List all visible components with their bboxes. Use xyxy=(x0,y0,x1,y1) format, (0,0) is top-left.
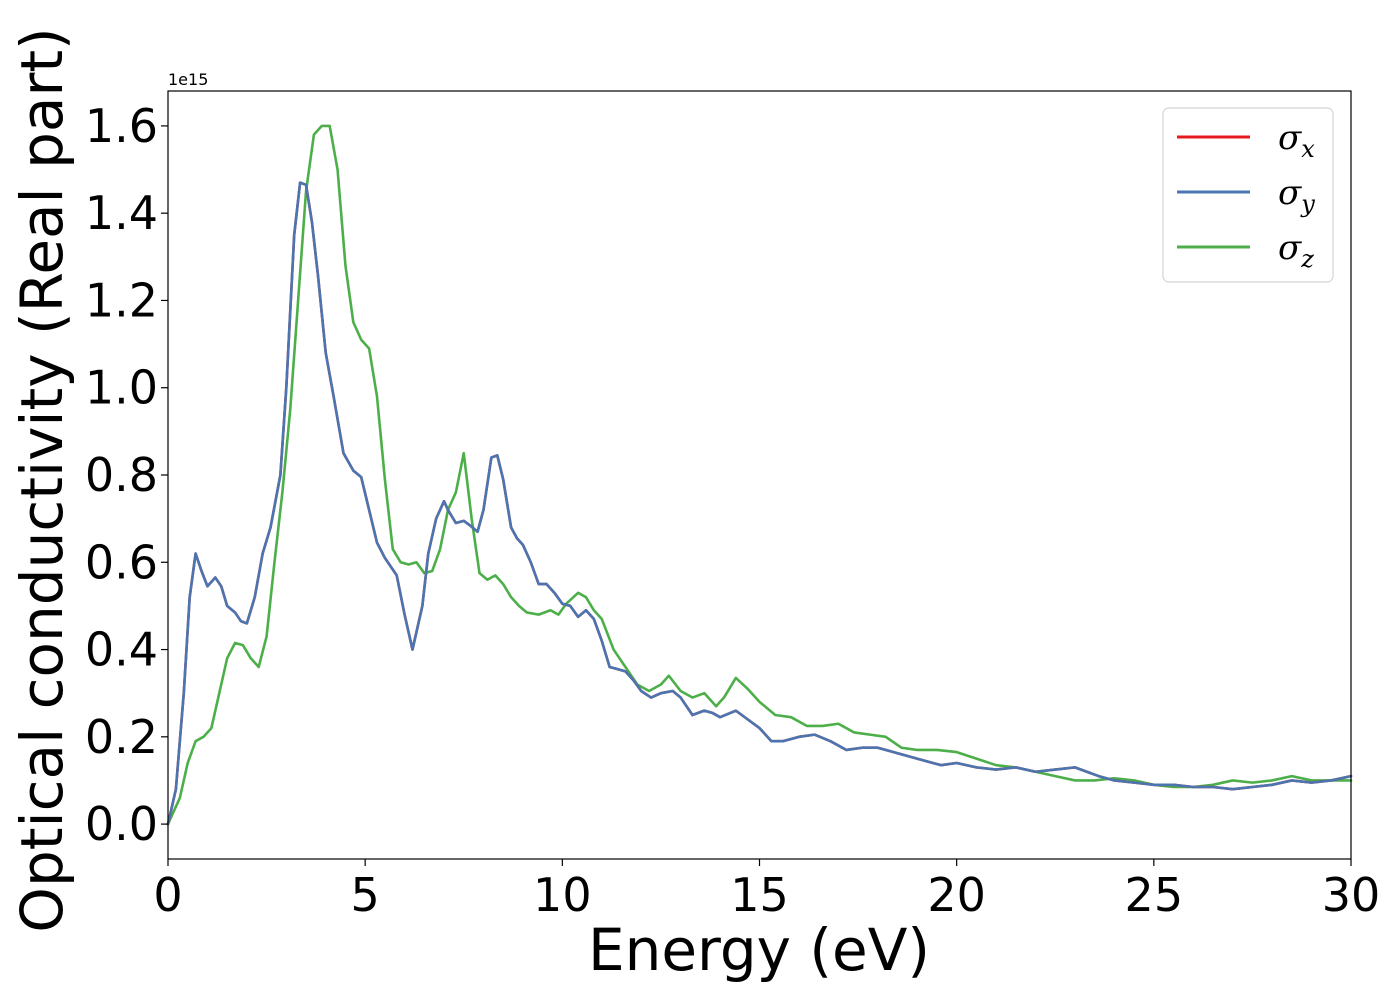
x-tick-label: 25 xyxy=(1125,868,1184,922)
legend-label-x: σx xyxy=(1278,118,1315,163)
x-axis-title: Energy (eV) xyxy=(588,916,930,984)
y-axis-ticks: 0.0 0.2 0.4 0.6 0.8 1.0 1.2 1.4 1.6 xyxy=(85,99,168,851)
y-tick-label: 1.2 xyxy=(85,273,158,327)
x-axis-ticks: 0 5 10 15 20 25 30 xyxy=(153,859,1380,922)
y-tick-label: 1.4 xyxy=(85,186,158,240)
y-tick-label: 0.6 xyxy=(85,535,158,589)
y-tick-label: 0.0 xyxy=(85,797,158,851)
y-tick-label: 0.4 xyxy=(85,623,158,677)
legend-items: σx σy σz xyxy=(1177,118,1315,273)
legend-box xyxy=(1162,107,1334,283)
y-tick-label: 0.2 xyxy=(85,710,158,764)
y-tick-label: 0.8 xyxy=(85,448,158,502)
x-tick-label: 30 xyxy=(1322,868,1381,922)
x-tick-label: 5 xyxy=(351,868,380,922)
legend-label-z: σz xyxy=(1278,228,1314,273)
y-offset-label: 1e15 xyxy=(168,70,208,89)
x-tick-label: 15 xyxy=(730,868,789,922)
series-layer xyxy=(166,124,1353,826)
y-tick-label: 1.0 xyxy=(85,361,158,415)
x-tick-label: 10 xyxy=(533,868,592,922)
series-line-y xyxy=(166,181,1353,826)
legend: σx σy σz xyxy=(1162,107,1334,283)
y-axis-title: Optical conductivity (Real part) xyxy=(8,27,76,932)
legend-label-y: σy xyxy=(1278,173,1315,218)
x-tick-label: 20 xyxy=(927,868,986,922)
x-tick-label: 0 xyxy=(153,868,182,922)
y-tick-label: 1.6 xyxy=(85,99,158,153)
